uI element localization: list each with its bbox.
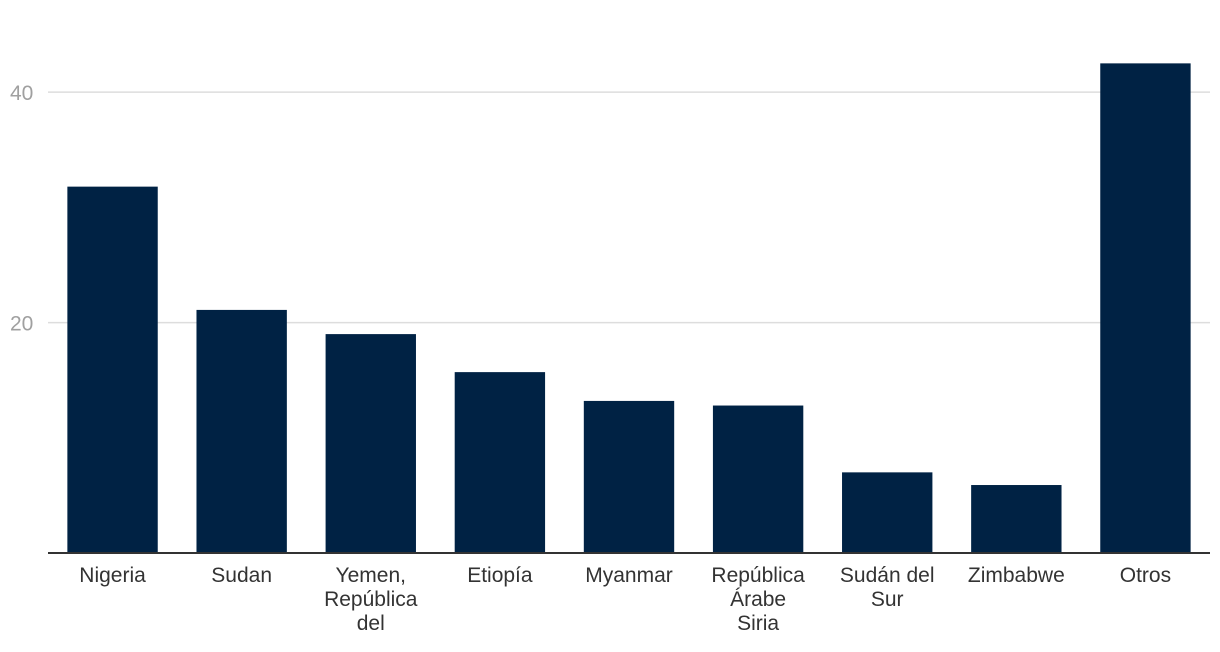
x-category-label-line: Sudan bbox=[211, 564, 272, 587]
x-category-label-line: República bbox=[711, 564, 805, 587]
x-category-label: Myanmar bbox=[585, 564, 673, 587]
bar-etiopía bbox=[454, 372, 546, 553]
bar-nigeria bbox=[67, 186, 158, 553]
x-category-label: Otros bbox=[1120, 564, 1171, 587]
x-category-label: Nigeria bbox=[79, 564, 146, 587]
y-tick-label: 40 bbox=[10, 82, 33, 105]
bar-zimbabwe bbox=[971, 485, 1062, 553]
x-category-label: Sudán del Sur bbox=[840, 564, 935, 611]
bar-sudándel-sur bbox=[842, 472, 933, 553]
bar-otros bbox=[1100, 63, 1191, 553]
bar-myanmar bbox=[583, 400, 675, 553]
x-category-label-line: República bbox=[324, 588, 418, 611]
bars bbox=[67, 63, 1191, 553]
x-category-label: Sudan bbox=[211, 564, 272, 587]
bar-yemen-república-del bbox=[325, 334, 416, 553]
x-category-label-line: del bbox=[357, 612, 385, 635]
x-category-label: República Árabe Siria bbox=[711, 564, 805, 635]
x-category-label-line: Zimbabwe bbox=[968, 564, 1065, 587]
x-category-label-line: Etiopía bbox=[467, 564, 533, 587]
x-category-label-line: Sur bbox=[871, 588, 904, 611]
x-category-label-line: Yemen, bbox=[336, 564, 406, 587]
bar-sudan bbox=[196, 309, 287, 553]
x-category-label-line: Nigeria bbox=[79, 564, 146, 587]
bar-república-árabe-siria bbox=[712, 405, 804, 553]
x-category-label: Yemen, República del bbox=[324, 564, 418, 635]
x-category-label: Zimbabwe bbox=[968, 564, 1065, 587]
y-tick-label: 20 bbox=[10, 313, 33, 336]
x-category-label-line: Sudán del bbox=[840, 564, 935, 587]
x-category-label-line: Otros bbox=[1120, 564, 1171, 587]
x-category-label-line: Árabe bbox=[730, 588, 786, 611]
x-category-label: Etiopía bbox=[467, 564, 533, 587]
x-category-label-line: Myanmar bbox=[585, 564, 673, 587]
x-category-label-line: Siria bbox=[737, 612, 779, 635]
